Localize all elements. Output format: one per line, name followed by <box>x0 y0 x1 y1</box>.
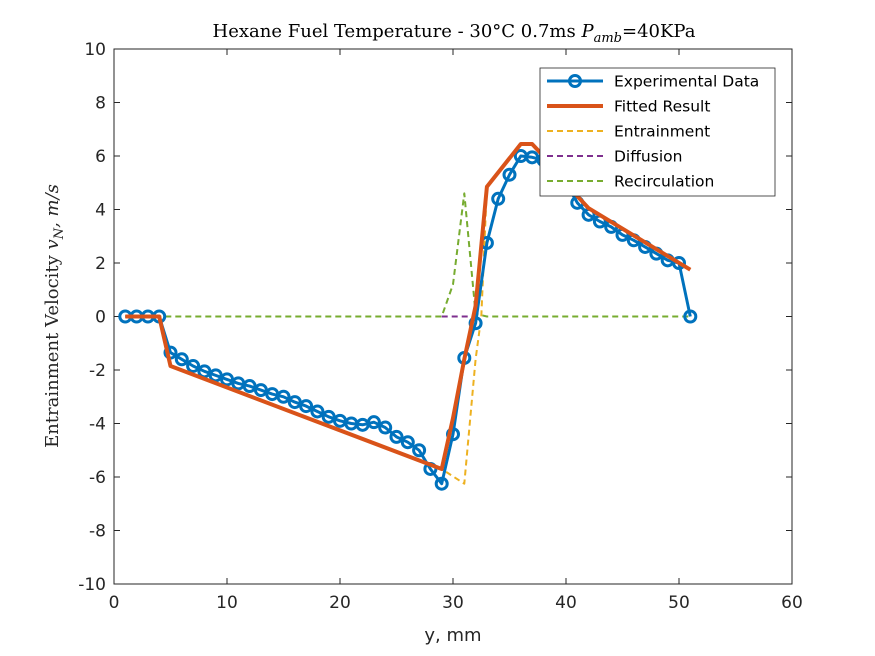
experimental-data-point <box>672 256 686 270</box>
legend-label-diffusion: Diffusion <box>614 148 682 166</box>
chart-title: Hexane Fuel Temperature - 30°C 0.7ms Pam… <box>213 21 696 46</box>
experimental-data-point <box>400 435 415 450</box>
legend-label-recirculation: Recirculation <box>614 173 714 191</box>
experimental-data-point <box>412 443 427 458</box>
experimental-data-point <box>220 372 234 387</box>
experimental-data-point <box>491 191 506 206</box>
experimental-data-point <box>310 404 325 419</box>
x-tick-label: 0 <box>109 593 120 613</box>
y-tick-label: 6 <box>95 147 106 167</box>
x-tick-label: 10 <box>216 593 238 613</box>
experimental-data-point <box>242 379 257 394</box>
experimental-data-point <box>253 383 268 398</box>
legend-label-experimental-data: Experimental Data <box>614 73 759 91</box>
x-tick-label: 50 <box>668 593 690 613</box>
experimental-data-point <box>186 358 201 373</box>
experimental-data-point <box>321 409 336 424</box>
experimental-data-point <box>208 368 223 383</box>
experimental-data-point <box>276 389 291 404</box>
experimental-data-point <box>389 429 404 444</box>
y-tick-label: -4 <box>89 415 106 435</box>
y-tick-label: 2 <box>95 254 106 274</box>
y-tick-label: 8 <box>95 94 106 114</box>
y-tick-label: -8 <box>89 522 106 542</box>
legend: Experimental Data Fitted Result Entrainmen… <box>539 67 776 197</box>
experimental-data-point <box>299 399 314 414</box>
y-tick-label: 10 <box>84 40 106 60</box>
legend-label-entrainment: Entrainment <box>614 123 710 141</box>
y-tick-label: -10 <box>78 575 106 595</box>
y-axis-label: Entrainment Velocity vN, m/s <box>42 184 67 448</box>
x-axis-label: y, mm <box>424 625 481 646</box>
experimental-data-point <box>502 167 517 182</box>
recirculation-line <box>125 192 691 318</box>
experimental-data-point <box>174 352 189 367</box>
y-tick-label: -2 <box>89 361 106 381</box>
axis-ticks: 0 10 20 30 40 50 60 -10 -8 -6 -4 -2 0 2 4 6 8 10 <box>78 40 803 613</box>
legend-label-fitted-result: Fitted Result <box>614 98 710 116</box>
experimental-data-point <box>434 476 449 491</box>
x-tick-label: 60 <box>781 593 803 613</box>
y-tick-label: 0 <box>95 308 106 328</box>
experimental-data-point <box>378 420 393 435</box>
y-tick-label: -6 <box>89 468 106 488</box>
experimental-data-point <box>366 415 381 430</box>
x-tick-label: 20 <box>329 593 351 613</box>
legend-marker-experimental-data <box>568 74 582 88</box>
y-tick-label: 4 <box>95 201 106 221</box>
experimental-data-point <box>683 309 698 324</box>
x-tick-label: 40 <box>555 593 577 613</box>
experimental-data-point <box>287 395 302 410</box>
x-tick-label: 30 <box>442 593 464 613</box>
